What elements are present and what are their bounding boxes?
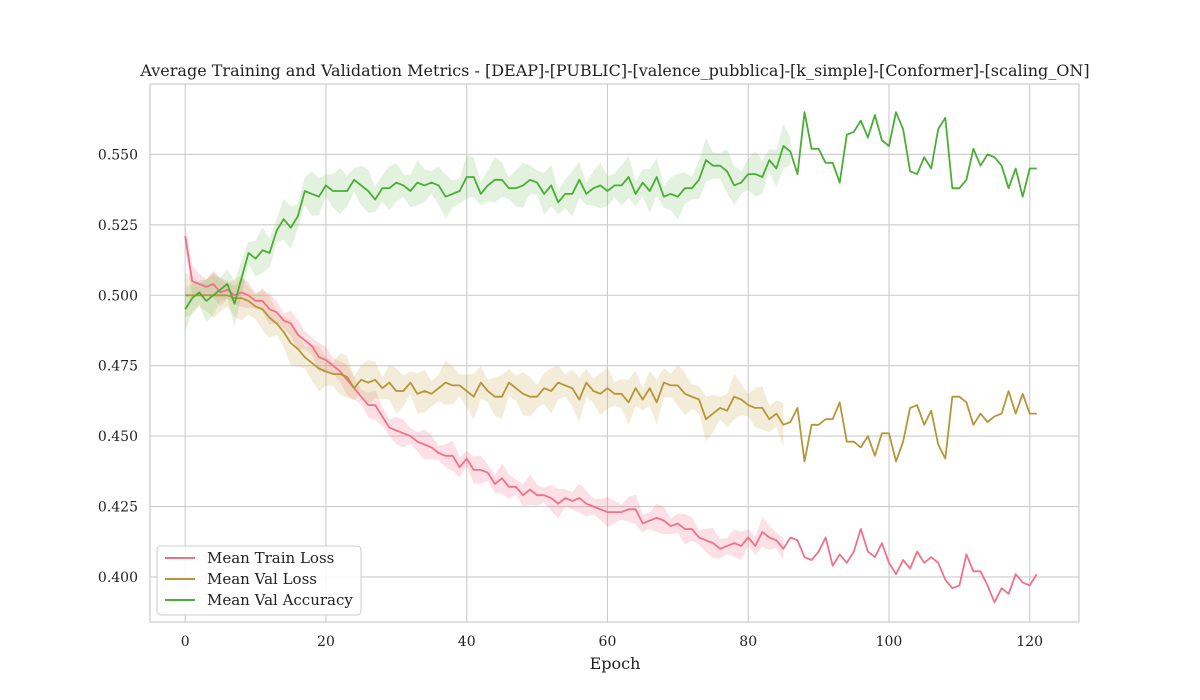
x-tick-label: 40: [458, 634, 476, 650]
x-tick-label: 60: [599, 634, 617, 650]
chart-title: Average Training and Validation Metrics …: [139, 61, 1089, 80]
y-tick-label: 0.500: [98, 288, 138, 304]
plot-background: [150, 84, 1079, 622]
x-tick-label: 120: [1016, 634, 1043, 650]
series-line: [184, 235, 1038, 604]
plot-frame: [149, 83, 1080, 623]
legend: Mean Train Loss Mean Val Loss Mean Val Acc…: [156, 545, 362, 616]
x-axis-label: Epoch: [590, 654, 641, 673]
y-tick-label: 0.475: [98, 359, 138, 375]
legend-box: [156, 545, 362, 616]
x-tick-label: 20: [317, 634, 335, 650]
x-tick-label: 100: [876, 634, 903, 650]
y-tick-labels: 0.400 0.425 0.450 0.475 0.500 0.525 0.550: [98, 147, 138, 586]
legend-label: Mean Val Accuracy: [207, 591, 353, 609]
y-tick-label: 0.550: [98, 147, 138, 163]
legend-label: Mean Val Loss: [207, 570, 317, 588]
confidence-bands: [185, 123, 791, 561]
y-tick-label: 0.450: [98, 429, 138, 445]
x-tick-labels: 0 20 40 60 80 100 120: [181, 634, 1043, 650]
series-line: [185, 294, 1037, 463]
series-line: [184, 111, 1037, 310]
legend-label: Mean Train Loss: [207, 549, 334, 567]
y-tick-label: 0.525: [98, 218, 138, 234]
y-tick-label: 0.425: [98, 500, 138, 516]
x-tick-label: 0: [181, 634, 190, 650]
series-lines: [184, 111, 1038, 604]
x-tick-label: 80: [739, 634, 757, 650]
confidence-band: [185, 272, 784, 447]
y-tick-label: 0.400: [98, 570, 138, 586]
confidence-band: [185, 123, 791, 332]
